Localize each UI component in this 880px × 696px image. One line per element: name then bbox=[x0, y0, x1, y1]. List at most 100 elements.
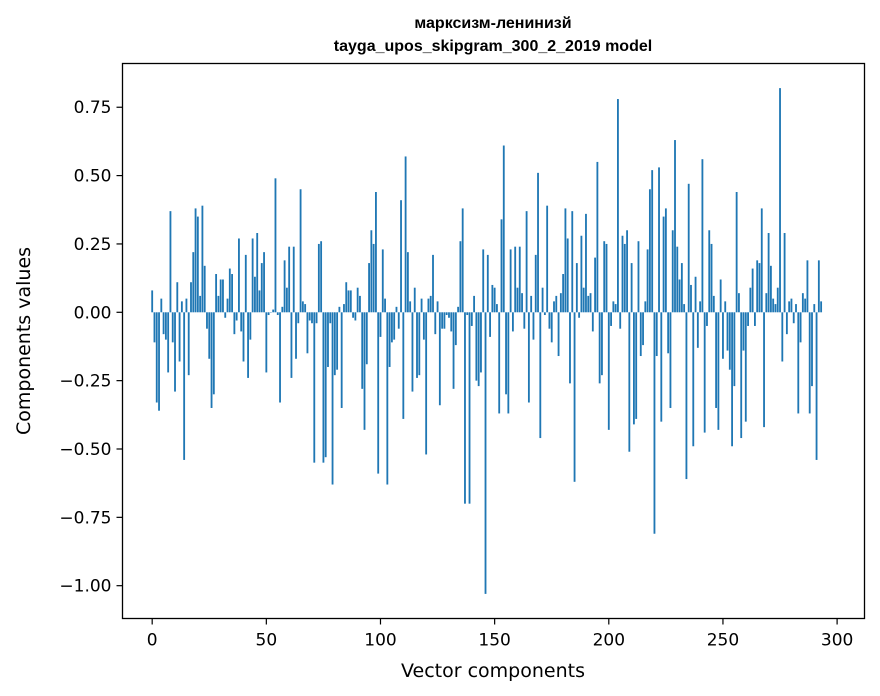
bar-143 bbox=[477, 312, 480, 387]
bar-48 bbox=[260, 263, 263, 313]
bar-123 bbox=[432, 254, 434, 313]
y-axis-ticks: −1.00 −0.75 −0.50 −0.25 0.00 0.25 0.50 0.75 bbox=[59, 98, 123, 597]
bar-73 bbox=[317, 243, 320, 313]
bar-66 bbox=[301, 301, 304, 313]
bar-24 bbox=[206, 312, 208, 329]
y-tick-label: 0.50 bbox=[74, 167, 112, 187]
bar-156 bbox=[507, 312, 510, 414]
bar-216 bbox=[644, 301, 647, 313]
bar-178 bbox=[557, 312, 560, 357]
bar-12 bbox=[178, 312, 181, 362]
bar-10 bbox=[174, 312, 176, 392]
bar-136 bbox=[461, 208, 464, 313]
bar-180 bbox=[562, 274, 565, 313]
bar-70 bbox=[311, 312, 313, 324]
bar-163 bbox=[523, 312, 526, 329]
bar-41 bbox=[244, 254, 247, 313]
bar-199 bbox=[605, 243, 608, 313]
bar-47 bbox=[258, 290, 261, 313]
bar-284 bbox=[799, 312, 802, 343]
bar-43 bbox=[249, 312, 252, 340]
bar-170 bbox=[539, 312, 542, 439]
y-tick-label: 0.00 bbox=[74, 303, 112, 323]
bar-160 bbox=[516, 287, 519, 313]
bar-95 bbox=[368, 263, 370, 313]
bar-289 bbox=[811, 312, 813, 387]
bar-221 bbox=[655, 312, 658, 357]
bar-195 bbox=[596, 161, 599, 313]
bar-87 bbox=[349, 290, 352, 313]
bar-127 bbox=[441, 312, 444, 329]
y-tick-label: 0.25 bbox=[74, 235, 112, 255]
bar-89 bbox=[354, 312, 357, 321]
bar-104 bbox=[388, 312, 391, 367]
bar-137 bbox=[464, 312, 466, 504]
bar-34 bbox=[228, 268, 231, 313]
bar-287 bbox=[806, 260, 809, 313]
bar-204 bbox=[617, 99, 619, 313]
bar-13 bbox=[180, 301, 183, 313]
bar-217 bbox=[646, 249, 649, 313]
bar-2 bbox=[155, 312, 158, 403]
bar-109 bbox=[400, 200, 402, 313]
bar-19 bbox=[194, 208, 197, 313]
bar-193 bbox=[591, 312, 594, 332]
bar-277 bbox=[783, 233, 786, 313]
bar-211 bbox=[633, 312, 635, 425]
bar-271 bbox=[769, 265, 772, 313]
bar-282 bbox=[795, 304, 797, 313]
bar-253 bbox=[728, 312, 731, 370]
bar-133 bbox=[454, 312, 457, 346]
bar-176 bbox=[553, 301, 555, 313]
bar-247 bbox=[715, 312, 718, 408]
bar-46 bbox=[256, 233, 259, 313]
bar-169 bbox=[537, 172, 539, 313]
bar-115 bbox=[413, 287, 416, 313]
bar-174 bbox=[548, 312, 551, 329]
bar-182 bbox=[566, 238, 569, 313]
bar-154 bbox=[502, 145, 505, 313]
bar-55 bbox=[276, 312, 279, 316]
bar-161 bbox=[518, 246, 521, 313]
bar-285 bbox=[801, 293, 804, 313]
plot-frame bbox=[121, 62, 866, 620]
bar-129 bbox=[445, 312, 448, 316]
bar-229 bbox=[674, 140, 676, 313]
bar-96 bbox=[370, 230, 373, 313]
bar-94 bbox=[365, 312, 368, 365]
bar-138 bbox=[466, 312, 469, 316]
bar-237 bbox=[692, 312, 695, 447]
bar-262 bbox=[749, 287, 752, 313]
bar-105 bbox=[390, 312, 393, 343]
y-tick-label: −0.75 bbox=[59, 508, 111, 528]
bar-120 bbox=[425, 312, 428, 455]
y-tick-label: 0.75 bbox=[74, 98, 112, 118]
bar-131 bbox=[450, 312, 453, 332]
bar-74 bbox=[320, 241, 323, 313]
bar-242 bbox=[703, 312, 706, 433]
bar-44 bbox=[251, 238, 254, 313]
bar-167 bbox=[532, 312, 535, 340]
x-tick-label: 300 bbox=[821, 631, 853, 651]
bar-228 bbox=[671, 230, 674, 313]
bar-26 bbox=[210, 312, 213, 408]
bar-51 bbox=[267, 312, 270, 316]
bar-227 bbox=[669, 312, 672, 408]
bar-293 bbox=[820, 301, 823, 313]
bar-258 bbox=[740, 312, 743, 439]
bar-54 bbox=[274, 178, 277, 313]
bar-62 bbox=[292, 246, 295, 313]
bar-283 bbox=[797, 312, 800, 414]
bar-239 bbox=[696, 312, 699, 348]
bar-226 bbox=[667, 312, 670, 354]
bar-249 bbox=[719, 279, 722, 313]
bar-215 bbox=[642, 312, 644, 346]
bar-164 bbox=[525, 211, 528, 313]
bar-177 bbox=[555, 295, 558, 313]
bar-186 bbox=[575, 263, 578, 313]
bar-224 bbox=[662, 216, 665, 313]
bar-110 bbox=[402, 312, 405, 419]
bar-270 bbox=[767, 233, 770, 313]
bar-20 bbox=[196, 216, 199, 313]
bar-196 bbox=[598, 312, 601, 384]
